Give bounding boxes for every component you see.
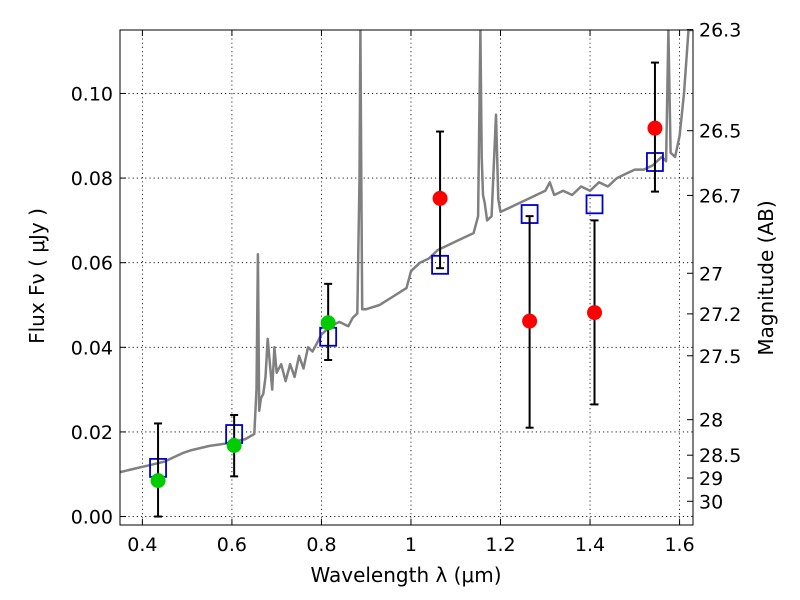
- flux-point: [587, 305, 603, 321]
- y2-axis-label: Magnitude (AB): [754, 200, 778, 355]
- y-tick-label: 0.02: [71, 422, 113, 444]
- y-tick-label: 0.10: [71, 83, 113, 105]
- y2-tick-label: 27: [699, 263, 723, 285]
- y2-tick-label: 29: [699, 468, 723, 490]
- flux-point: [432, 190, 448, 206]
- x-axis-label: Wavelength λ (μm): [310, 563, 501, 587]
- model-photometry-square: [585, 194, 604, 215]
- x-tick-label: 1.4: [575, 534, 605, 556]
- y-tick-label: 0.06: [71, 253, 113, 275]
- flux-point: [647, 120, 663, 136]
- y-axis-label: Flux Fν ( μJy ): [25, 208, 49, 344]
- detection-point: [150, 473, 166, 489]
- detection-point: [320, 315, 336, 331]
- y2-tick-label: 26.3: [699, 20, 741, 42]
- plot-frame: [119, 29, 694, 526]
- y2-tick-label: 28: [699, 410, 723, 432]
- axis-ticks: 0.4 0.6 0.8 1 1.2 1.4 1.6 0.00 0.02 0.04 0.06 0.08 0…: [71, 20, 742, 556]
- x-tick-label: 0.8: [306, 534, 336, 556]
- x-tick-label: 1: [405, 534, 417, 556]
- x-tick-label: 0.6: [217, 534, 247, 556]
- y2-tick-label: 28.5: [699, 445, 741, 467]
- x-tick-label: 1.6: [664, 534, 694, 556]
- y-tick-label: 0.04: [71, 337, 113, 359]
- grid-lines: [120, 30, 693, 525]
- y-tick-label: 0.00: [71, 507, 113, 529]
- y2-tick-label: 30: [699, 491, 723, 513]
- data-points-layer: [149, 61, 664, 518]
- x-tick-label: 1.2: [485, 534, 515, 556]
- y2-tick-label: 27.2: [699, 304, 741, 326]
- detection-point: [226, 437, 242, 453]
- x-tick-label: 0.4: [127, 534, 157, 556]
- y2-tick-label: 26.5: [699, 121, 741, 143]
- sed-curve-layer: [120, 30, 693, 474]
- y2-tick-label: 27.5: [699, 346, 741, 368]
- flux-point: [522, 313, 538, 329]
- y2-tick-label: 26.7: [699, 185, 741, 207]
- y-tick-label: 0.08: [71, 168, 113, 190]
- sed-line: [120, 30, 693, 474]
